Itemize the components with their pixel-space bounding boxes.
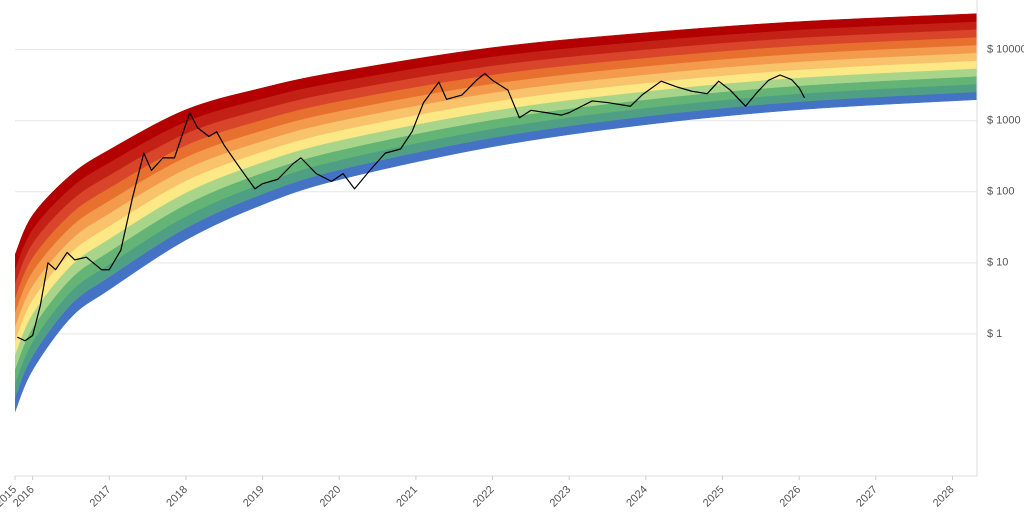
x-tick-label: 2025 bbox=[701, 484, 727, 510]
x-tick-label: 2021 bbox=[394, 484, 420, 510]
y-tick-label: $ 10 bbox=[987, 257, 1008, 269]
x-tick-label: 2017 bbox=[88, 484, 114, 510]
x-tick-label: 2022 bbox=[471, 484, 497, 510]
y-tick-label: $ 100 bbox=[987, 186, 1015, 198]
x-tick-label: 2027 bbox=[854, 484, 880, 510]
price-line bbox=[17, 73, 806, 342]
x-tick-label: 2028 bbox=[931, 484, 957, 510]
x-tick-label: 2026 bbox=[778, 484, 804, 510]
x-tick-label: 2018 bbox=[164, 484, 190, 510]
rainbow-band bbox=[15, 68, 977, 370]
rainbow-bands bbox=[15, 13, 977, 412]
x-tick-label: 2016 bbox=[11, 484, 37, 510]
x-tick-label: 2024 bbox=[624, 484, 650, 510]
y-tick-label: $ 1 bbox=[987, 328, 1002, 340]
x-tick-label: 2019 bbox=[241, 484, 267, 510]
x-tick-label: 2023 bbox=[548, 484, 574, 510]
rainbow-band bbox=[15, 13, 977, 270]
y-tick-label: $ 10000 bbox=[987, 44, 1024, 56]
y-tick-label: $ 1000 bbox=[987, 115, 1021, 127]
x-tick-label: 2020 bbox=[318, 484, 344, 510]
